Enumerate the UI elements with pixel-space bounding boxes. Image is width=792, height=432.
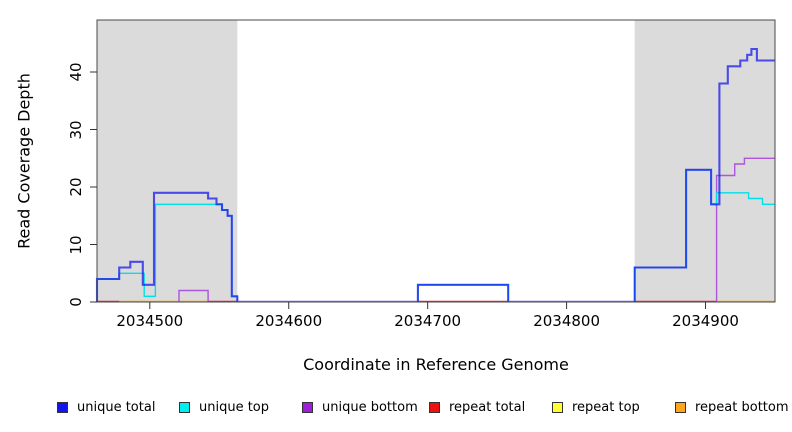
unique-total-swatch-icon: [57, 401, 68, 413]
legend-item-unique-top: unique top: [179, 399, 270, 415]
axis-tick-marks: [90, 71, 707, 309]
legend-item-repeat-top: repeat top: [552, 399, 640, 415]
y-tick-label: 30: [67, 119, 85, 140]
legend-item-repeat-total: repeat total: [429, 399, 526, 415]
legend-label: repeat bottom: [695, 399, 789, 415]
x-tick-label: 2034600: [255, 312, 323, 330]
unique-bottom-swatch-icon: [302, 401, 313, 413]
legend-label: repeat total: [449, 399, 526, 415]
y-tick-label: 20: [67, 177, 85, 197]
x-tick-label: 2034900: [672, 312, 739, 330]
x-tick-label: 2034500: [116, 312, 184, 330]
legend-label: unique top: [199, 399, 270, 415]
unique-top-swatch-icon: [179, 401, 190, 413]
legend-label: unique bottom: [322, 399, 418, 415]
repeat-region-shading: [97, 20, 775, 302]
legend-item-repeat-bottom: repeat bottom: [675, 399, 789, 415]
legend-item-unique-bottom: unique bottom: [302, 399, 418, 415]
y-tick-label: 10: [67, 234, 85, 255]
repeat-top-swatch-icon: [552, 401, 563, 413]
legend-item-unique-total: unique total: [57, 399, 156, 415]
x-tick-label: 2034800: [533, 312, 600, 330]
repeat-total-swatch-icon: [429, 401, 440, 413]
x-tick-label: 2034700: [394, 312, 462, 330]
y-tick-label: 40: [67, 62, 85, 82]
plot-box-border: [96, 19, 776, 303]
legend-label: unique total: [77, 399, 156, 415]
y-axis-title: Read Coverage Depth: [14, 73, 34, 249]
y-tick-label: 0: [67, 297, 85, 307]
x-axis-title: Coordinate in Reference Genome: [303, 355, 569, 374]
repeat-bottom-swatch-icon: [675, 401, 686, 413]
legend-label: repeat top: [572, 399, 640, 415]
